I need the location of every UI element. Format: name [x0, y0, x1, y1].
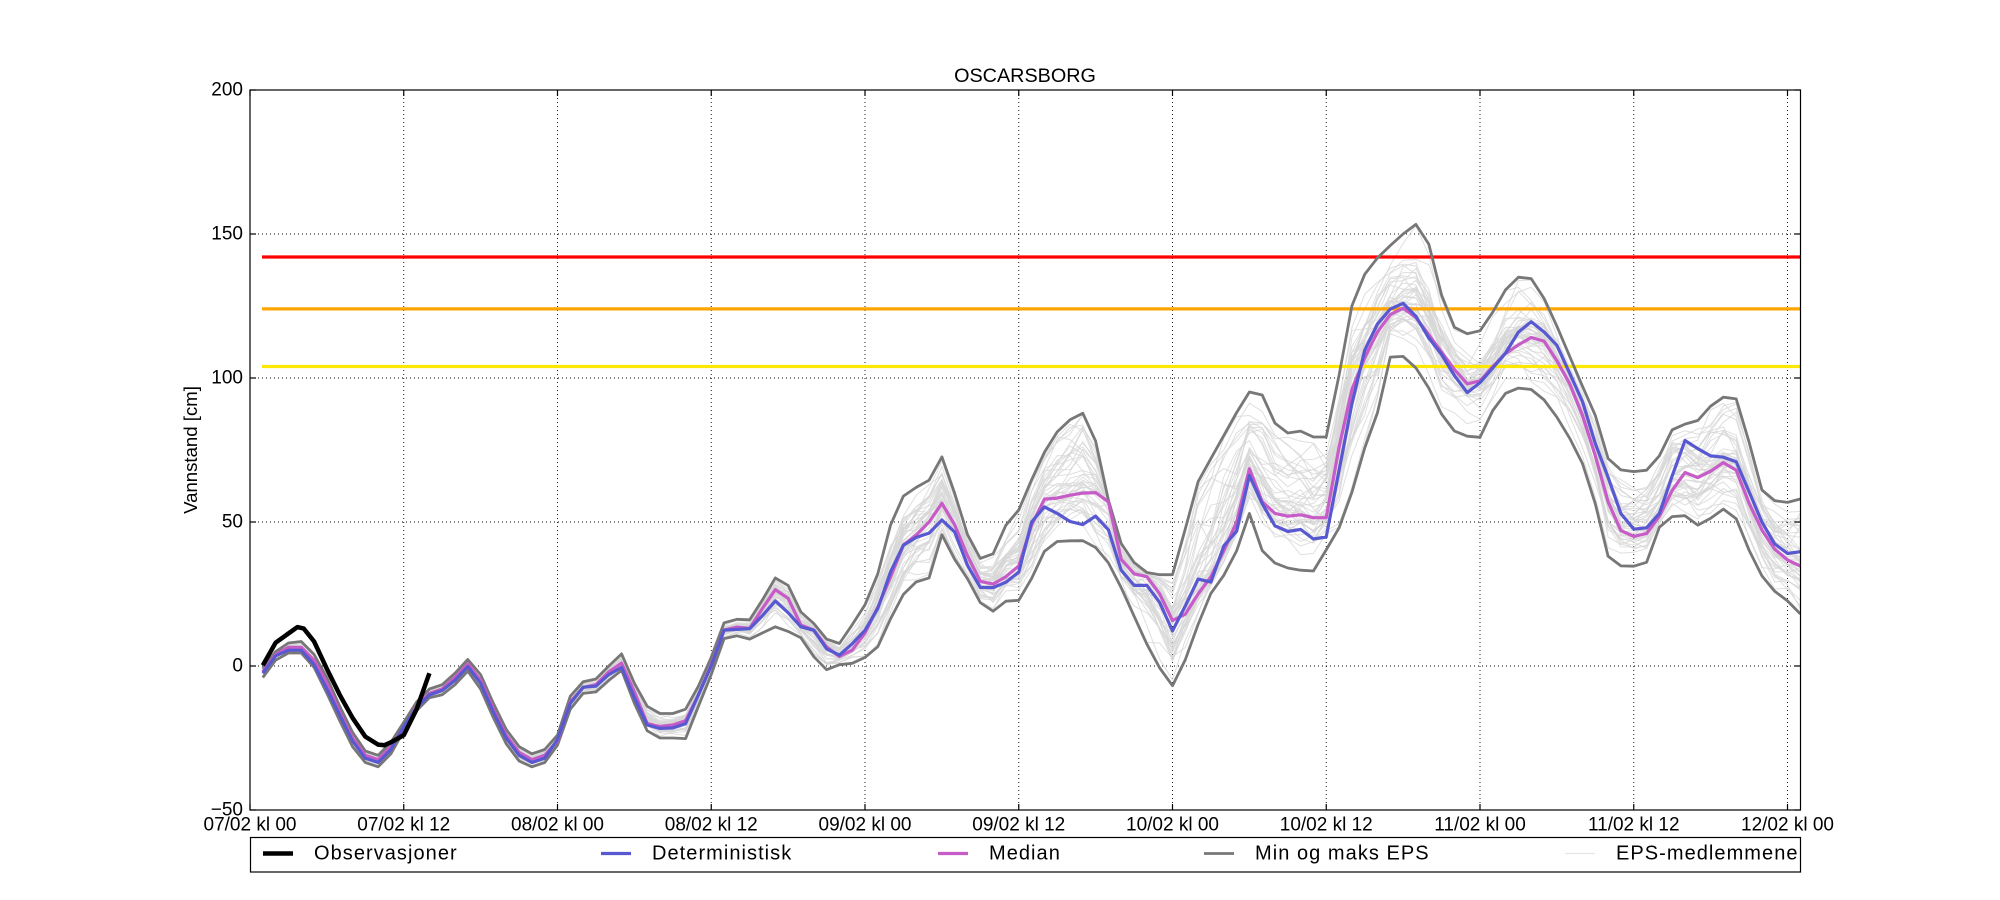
- svg-text:200: 200: [211, 79, 243, 100]
- svg-text:150: 150: [211, 223, 243, 244]
- svg-text:11/02 kl 12: 11/02 kl 12: [1588, 815, 1680, 836]
- svg-text:100: 100: [211, 367, 243, 388]
- svg-text:−50: −50: [211, 799, 243, 820]
- svg-text:10/02 kl 00: 10/02 kl 00: [1126, 815, 1219, 836]
- svg-text:08/02 kl 00: 08/02 kl 00: [511, 815, 604, 836]
- svg-text:EPS-medlemmene: EPS-medlemmene: [1616, 843, 1799, 865]
- svg-text:Median: Median: [989, 843, 1061, 865]
- svg-text:Observasjoner: Observasjoner: [314, 843, 458, 865]
- svg-text:10/02 kl 12: 10/02 kl 12: [1280, 815, 1373, 836]
- svg-text:11/02 kl 00: 11/02 kl 00: [1434, 815, 1526, 836]
- svg-text:Min og maks EPS: Min og maks EPS: [1255, 843, 1430, 865]
- svg-text:09/02 kl 12: 09/02 kl 12: [972, 815, 1065, 836]
- svg-text:OSCARSBORG: OSCARSBORG: [954, 65, 1096, 87]
- svg-text:Deterministisk: Deterministisk: [652, 843, 792, 865]
- svg-text:50: 50: [222, 511, 243, 532]
- svg-text:12/02 kl 00: 12/02 kl 00: [1741, 815, 1834, 836]
- svg-text:07/02 kl 12: 07/02 kl 12: [357, 815, 450, 836]
- svg-text:08/02 kl 12: 08/02 kl 12: [665, 815, 758, 836]
- svg-text:Vannstand [cm]: Vannstand [cm]: [180, 386, 201, 514]
- svg-text:09/02 kl 00: 09/02 kl 00: [819, 815, 912, 836]
- svg-text:0: 0: [232, 655, 243, 676]
- svg-text:07/02 kl 00: 07/02 kl 00: [204, 815, 297, 836]
